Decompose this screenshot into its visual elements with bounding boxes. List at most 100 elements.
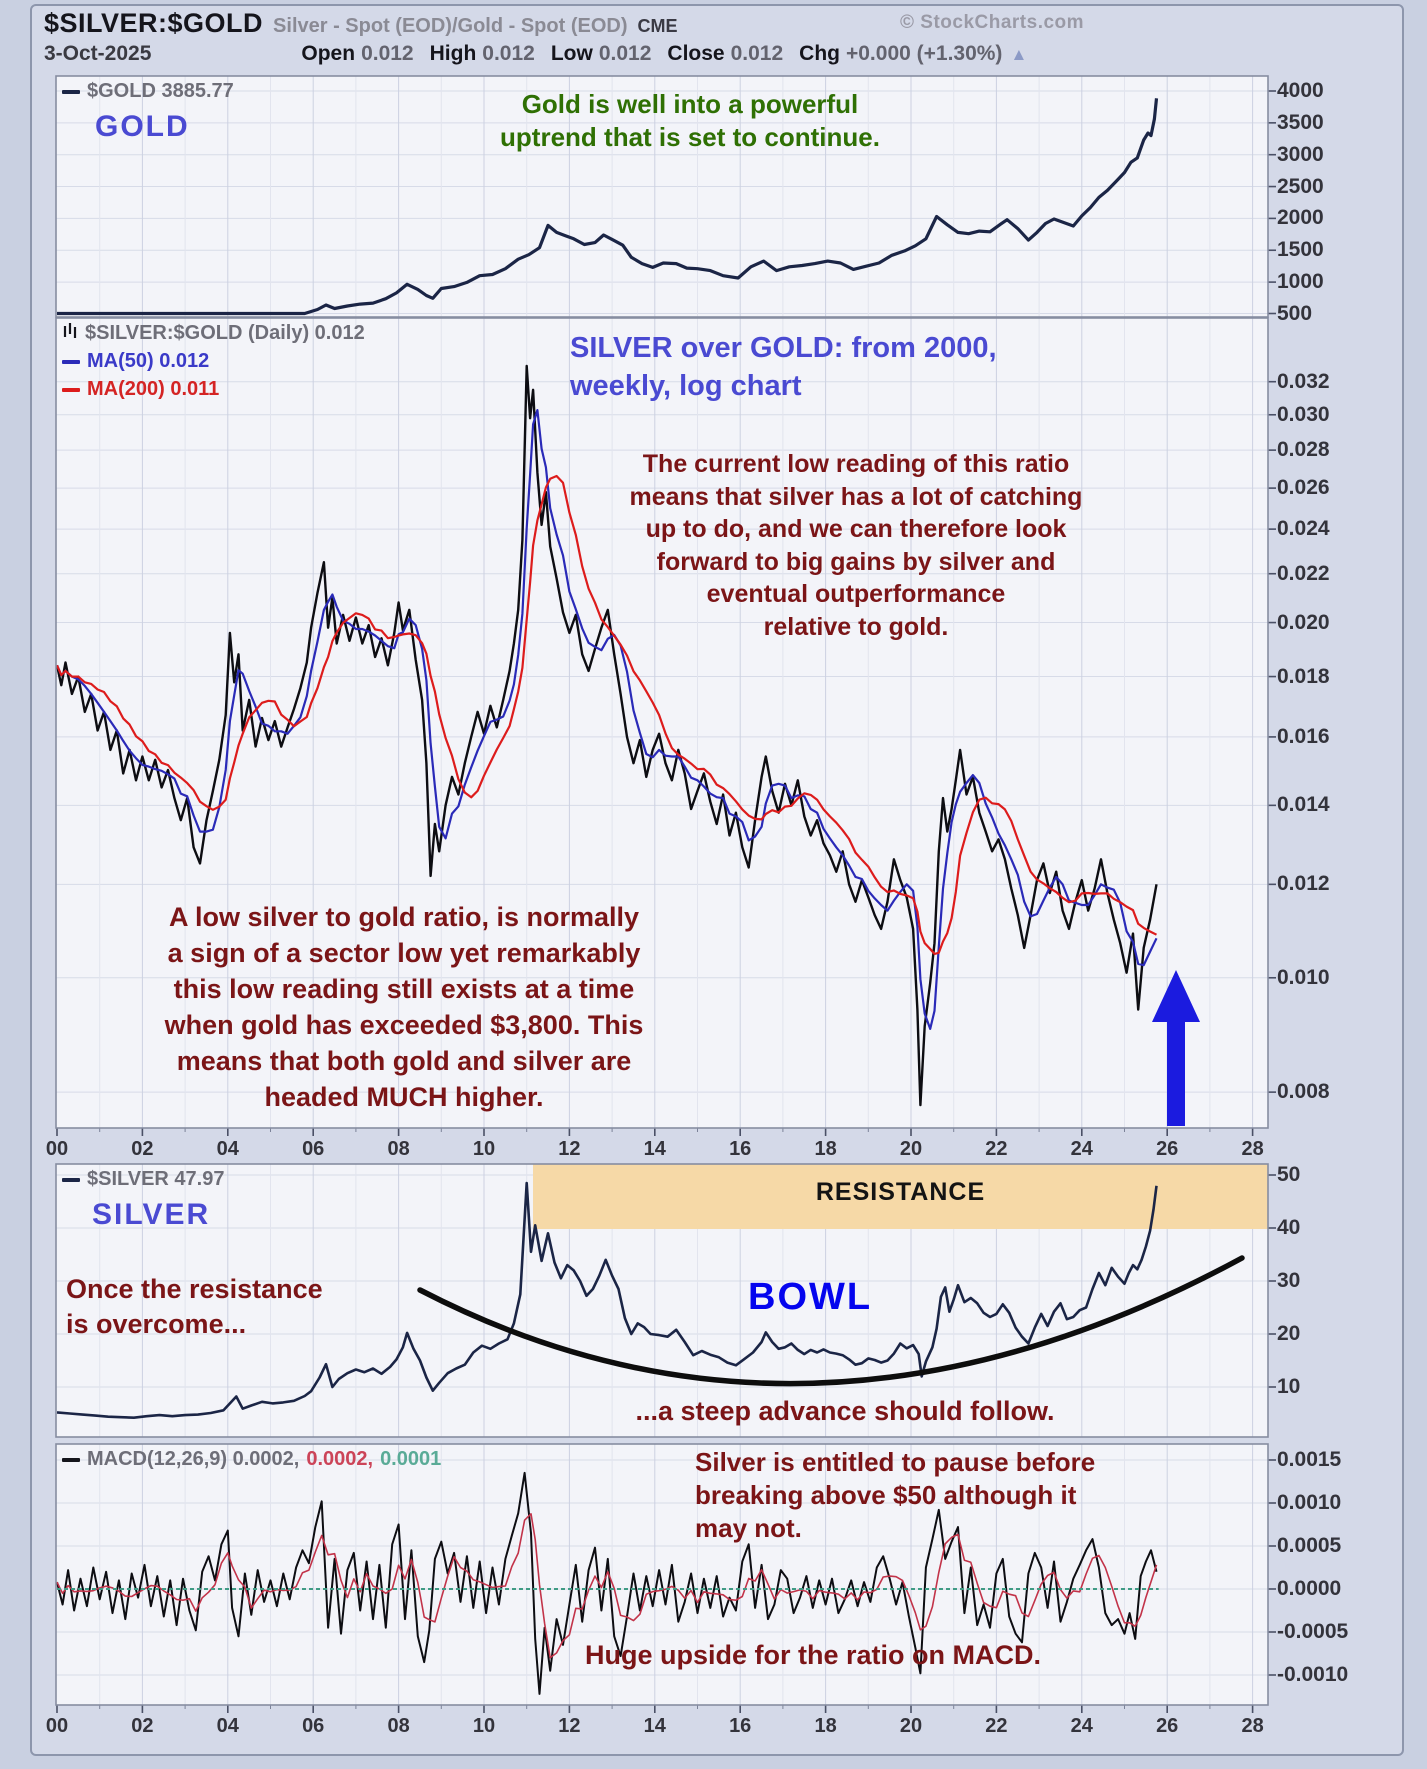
x-tick-label: 02 [131, 1138, 154, 1160]
silver-legend-label: $SILVER 47.97 [87, 1168, 225, 1190]
x-tick-label: 02 [131, 1715, 154, 1737]
x-tick-label: 18 [814, 1715, 837, 1737]
ratio-panel-border [55, 317, 1269, 1129]
macd-signal-value: 0.0002, [306, 1448, 374, 1470]
y-tick-label: 0.014 [1277, 793, 1330, 817]
y-tick-label: 10 [1277, 1375, 1301, 1398]
x-tick-label: 04 [216, 1715, 239, 1737]
x-tick-label: 12 [558, 1715, 581, 1737]
change-up-icon: ▲ [1010, 45, 1028, 64]
gold-annotation: Gold is well into a powerful uptrend tha… [500, 89, 880, 153]
stockcharts-credit: © StockCharts.com [900, 12, 1085, 33]
y-tick-label: 0.016 [1277, 724, 1330, 748]
quote-bar: 3-Oct-2025 Open 0.012 High 0.012 Low 0.0… [44, 42, 1027, 66]
y-tick-label: 3500 [1277, 110, 1324, 134]
x-tick-label: 08 [387, 1138, 410, 1160]
y-tick-label: 0.008 [1277, 1080, 1330, 1104]
y-tick-label: 0.010 [1277, 965, 1330, 989]
header: $SILVER:$GOLD Silver - Spot (EOD)/Gold -… [44, 8, 677, 39]
gold-legend-label: $GOLD 3885.77 [87, 80, 234, 102]
x-tick-label: 20 [899, 1715, 923, 1737]
y-tick-label: 0.0000 [1277, 1577, 1342, 1600]
y-tick-label: 0.024 [1277, 517, 1330, 541]
x-tick-label: 28 [1241, 1138, 1264, 1160]
y-tick-label: 4000 [1277, 79, 1324, 102]
silver-series--silver [56, 1181, 1158, 1419]
silver-panel-border [55, 1163, 1269, 1438]
resistance-band [533, 1164, 1268, 1229]
exchange-label: CME [637, 16, 678, 36]
y-tick-label: 0.018 [1277, 664, 1330, 688]
x-tick-label: 00 [45, 1138, 69, 1160]
y-tick-label: 20 [1277, 1322, 1301, 1345]
x-tick-label: 24 [1070, 1715, 1093, 1737]
ma50-legend: MA(50) 0.012 [62, 350, 209, 373]
y-tick-label: 1000 [1277, 270, 1324, 294]
silver-label: SILVER [92, 1198, 211, 1231]
ratio-series-ma-200- [56, 474, 1157, 955]
macd-note-right: Silver is entitled to pause before break… [695, 1447, 1096, 1544]
x-tick-label: 16 [729, 1715, 752, 1737]
x-tick-label: 06 [302, 1138, 325, 1160]
silver-note-bottom: ...a steep advance should follow. [635, 1396, 1055, 1426]
ma50-swatch-icon [62, 359, 80, 364]
low-label: Low [550, 42, 593, 65]
gold-legend: $GOLD 3885.77 [62, 80, 234, 103]
y-tick-label: 40 [1277, 1216, 1301, 1239]
close-label: Close [667, 42, 725, 65]
y-tick-label: 0.0010 [1277, 1491, 1342, 1514]
open-value: 0.012 [361, 42, 414, 65]
x-tick-label: 10 [472, 1715, 496, 1737]
macd-legend: MACD(12,26,9) 0.0002, 0.0002, 0.0001 [62, 1448, 441, 1471]
x-tick-label: 26 [1156, 1138, 1179, 1160]
x-tick-label: 14 [643, 1138, 666, 1160]
y-tick-label: 1500 [1277, 238, 1324, 262]
silver-legend: $SILVER 47.97 [62, 1168, 224, 1191]
y-tick-label: -0.0005 [1277, 1620, 1349, 1643]
macd-note-bottom: Huge upside for the ratio on MACD. [585, 1640, 1041, 1670]
y-tick-label: 0.032 [1277, 369, 1330, 393]
ma200-legend-label: MA(200) 0.011 [87, 378, 220, 400]
x-tick-label: 10 [472, 1138, 496, 1160]
chg-label: Chg [799, 42, 840, 65]
y-tick-label: -0.0010 [1277, 1663, 1349, 1686]
y-tick-label: 30 [1277, 1269, 1301, 1292]
x-tick-label: 00 [45, 1715, 69, 1737]
x-tick-label: 16 [729, 1138, 752, 1160]
open-label: Open [301, 42, 356, 65]
x-tick-label: 08 [387, 1715, 410, 1737]
ma50-legend-label: MA(50) 0.012 [87, 350, 210, 372]
symbol-description: Silver - Spot (EOD)/Gold - Spot (EOD) [273, 15, 628, 37]
low-value: 0.012 [598, 42, 652, 65]
close-value: 0.012 [730, 42, 784, 65]
bowl-label: BOWL [748, 1276, 873, 1318]
resistance-label: RESISTANCE [815, 1178, 986, 1206]
x-tick-label: 26 [1156, 1715, 1179, 1737]
y-tick-label: 0.012 [1277, 872, 1330, 896]
x-tick-label: 24 [1070, 1138, 1093, 1160]
y-tick-label: 2500 [1277, 174, 1324, 198]
macd-hist-value: 0.0001 [380, 1448, 442, 1470]
bowl-curve [417, 1255, 1245, 1387]
ratio-note-left: A low silver to gold ratio, is normally … [164, 902, 644, 1112]
x-tick-label: 14 [643, 1715, 666, 1737]
x-tick-label: 20 [899, 1138, 923, 1160]
chart-style-icon [62, 322, 78, 345]
y-tick-label: 0.020 [1277, 610, 1330, 634]
x-tick-label: 28 [1241, 1715, 1264, 1737]
x-tick-label: 22 [985, 1715, 1008, 1737]
y-tick-label: 0.0015 [1277, 1448, 1342, 1471]
x-tick-label: 04 [216, 1138, 239, 1160]
chg-value: +0.000 (+1.30%) [845, 42, 1003, 65]
ratio-legend: $SILVER:$GOLD (Daily) 0.012 [62, 322, 365, 345]
high-value: 0.012 [482, 42, 535, 65]
x-tick-label: 12 [558, 1138, 581, 1160]
x-tick-label: 18 [814, 1138, 837, 1160]
quote-date: 3-Oct-2025 [44, 42, 152, 65]
ma200-swatch-icon [62, 387, 80, 392]
gold-label: GOLD [95, 110, 190, 143]
silver-note-left: Once the resistance is overcome... [66, 1274, 323, 1340]
macd-line-swatch-icon [62, 1457, 80, 1462]
